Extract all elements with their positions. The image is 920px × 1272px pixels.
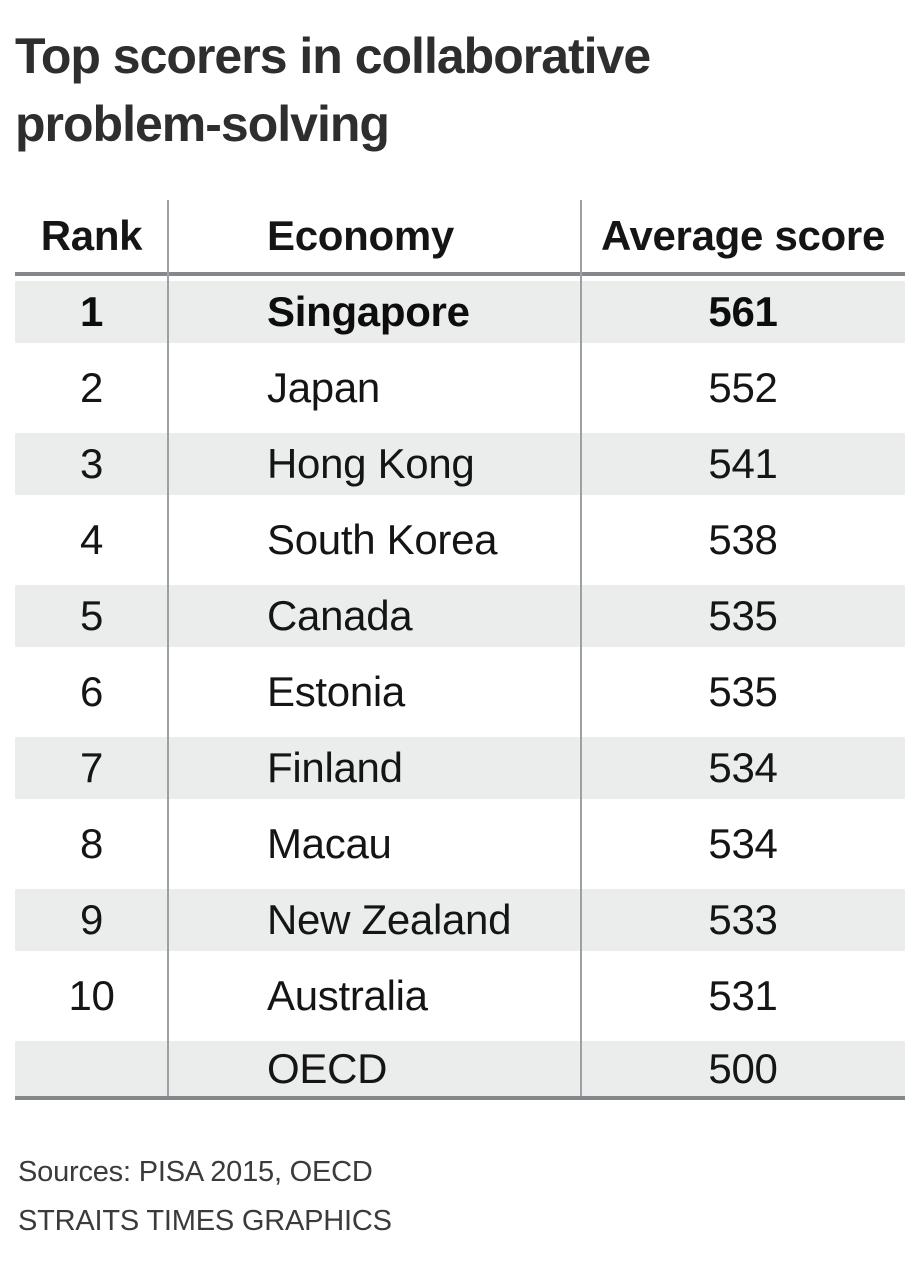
rank-cell: 9 xyxy=(79,896,104,943)
score-cell: 534 xyxy=(708,820,778,867)
score-cell: 534 xyxy=(708,744,778,791)
rank-cell: 2 xyxy=(79,364,104,411)
rank-cell: 4 xyxy=(79,516,104,563)
economy-cell: OECD xyxy=(267,1044,388,1092)
table-row: 10 Australia 531 xyxy=(15,960,905,1036)
header-economy: Economy xyxy=(267,212,454,259)
table-row: 6 Estonia 535 xyxy=(15,656,905,732)
economy-cell: South Korea xyxy=(267,516,498,563)
economy-cell: Estonia xyxy=(267,668,405,715)
rank-cell: 3 xyxy=(79,440,104,487)
economy-cell: Japan xyxy=(267,364,380,411)
economy-cell: Singapore xyxy=(267,288,470,335)
credit-line: STRAITS TIMES GRAPHICS xyxy=(18,1205,392,1237)
table-row: 1 Singapore 561 xyxy=(15,276,905,352)
table-header-row: Rank Economy Average score xyxy=(15,200,905,272)
score-cell: 552 xyxy=(708,364,778,411)
table-row: 7 Finland 534 xyxy=(15,732,905,808)
score-cell: 541 xyxy=(708,440,778,487)
table-row: OECD 500 xyxy=(15,1036,905,1096)
score-cell: 500 xyxy=(708,1044,778,1092)
scores-table: Rank Economy Average score 1 Singapore 5… xyxy=(15,200,905,1100)
bottom-rule xyxy=(15,1096,905,1100)
economy-cell: Australia xyxy=(267,972,428,1019)
economy-cell: Canada xyxy=(267,592,413,639)
header-rule xyxy=(15,272,905,276)
column-divider-rank-economy xyxy=(167,200,169,1096)
score-cell: 535 xyxy=(708,592,778,639)
score-cell: 538 xyxy=(708,516,778,563)
header-rank: Rank xyxy=(40,212,143,259)
header-score: Average score xyxy=(600,212,886,259)
score-cell: 561 xyxy=(708,288,778,335)
score-cell: 531 xyxy=(708,972,778,1019)
rank-cell: 8 xyxy=(79,820,104,867)
score-cell: 535 xyxy=(708,668,778,715)
table-row: 4 South Korea 538 xyxy=(15,504,905,580)
table-row: 2 Japan 552 xyxy=(15,352,905,428)
table-row: 9 New Zealand 533 xyxy=(15,884,905,960)
table-row: 8 Macau 534 xyxy=(15,808,905,884)
sources-line: Sources: PISA 2015, OECD xyxy=(18,1156,373,1188)
rank-cell: 10 xyxy=(68,972,115,1019)
footer: Sources: PISA 2015, OECD STRAITS TIMES G… xyxy=(18,1148,392,1246)
economy-cell: Macau xyxy=(267,820,392,867)
table-row: 3 Hong Kong 541 xyxy=(15,428,905,504)
column-divider-economy-score xyxy=(580,200,582,1096)
page-title: Top scorers in collaborative problem-sol… xyxy=(15,28,651,152)
rank-cell: 6 xyxy=(79,668,104,715)
table-row: 5 Canada 535 xyxy=(15,580,905,656)
economy-cell: Hong Kong xyxy=(267,440,475,487)
score-cell: 533 xyxy=(708,896,778,943)
economy-cell: New Zealand xyxy=(267,896,512,943)
rank-cell: 5 xyxy=(79,592,104,639)
rank-cell: 1 xyxy=(79,288,104,335)
rank-cell: 7 xyxy=(79,744,104,791)
economy-cell: Finland xyxy=(267,744,403,791)
table-body: 1 Singapore 561 2 Japan 552 3 Hong Kong … xyxy=(15,276,905,1096)
